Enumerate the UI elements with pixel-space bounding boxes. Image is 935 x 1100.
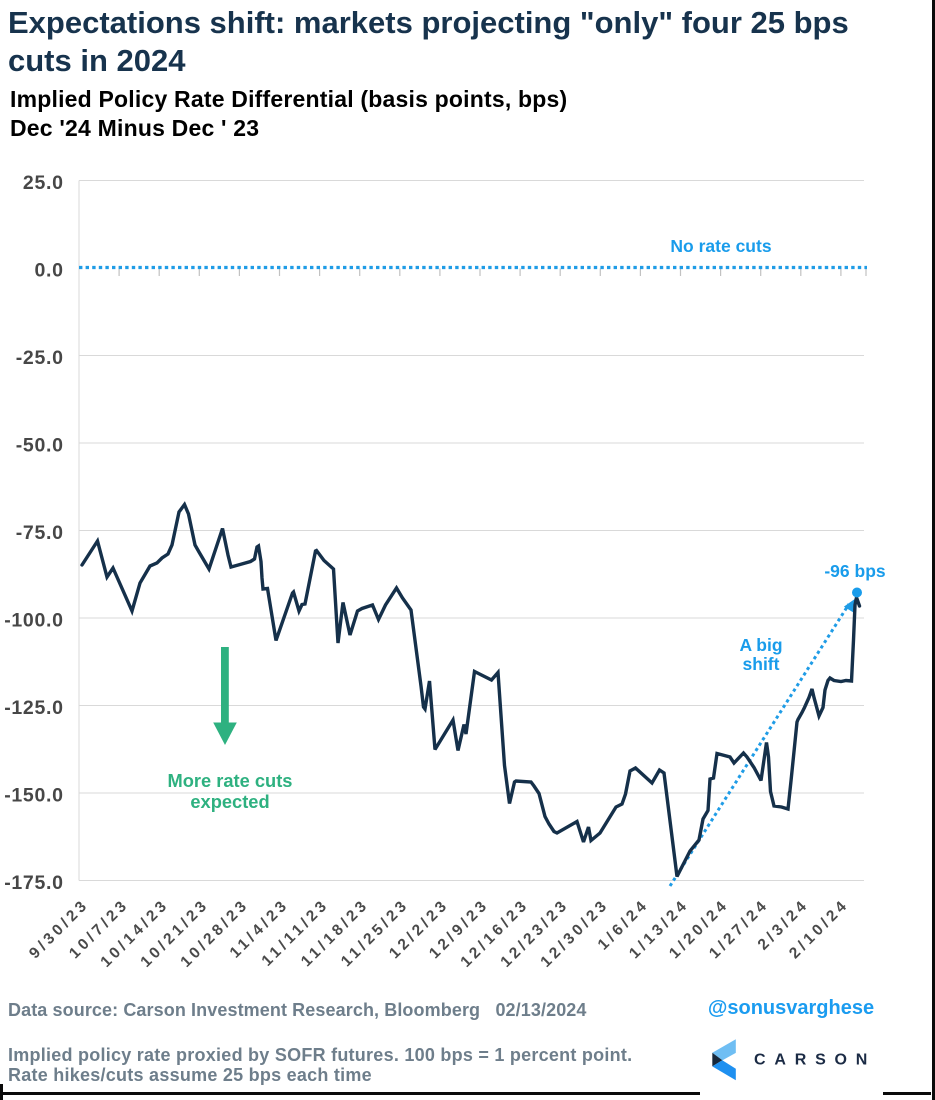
svg-text:CARSON: CARSON	[754, 1052, 876, 1069]
svg-text:-125.0: -125.0	[4, 697, 64, 719]
svg-text:-175.0: -175.0	[4, 872, 64, 894]
svg-text:-25.0: -25.0	[16, 347, 64, 369]
svg-text:-150.0: -150.0	[4, 785, 64, 807]
svg-text:-100.0: -100.0	[4, 610, 64, 632]
svg-text:0.0: 0.0	[34, 260, 63, 282]
svg-text:25.0: 25.0	[23, 172, 64, 194]
svg-text:-75.0: -75.0	[16, 522, 64, 544]
svg-text:-50.0: -50.0	[16, 435, 64, 457]
